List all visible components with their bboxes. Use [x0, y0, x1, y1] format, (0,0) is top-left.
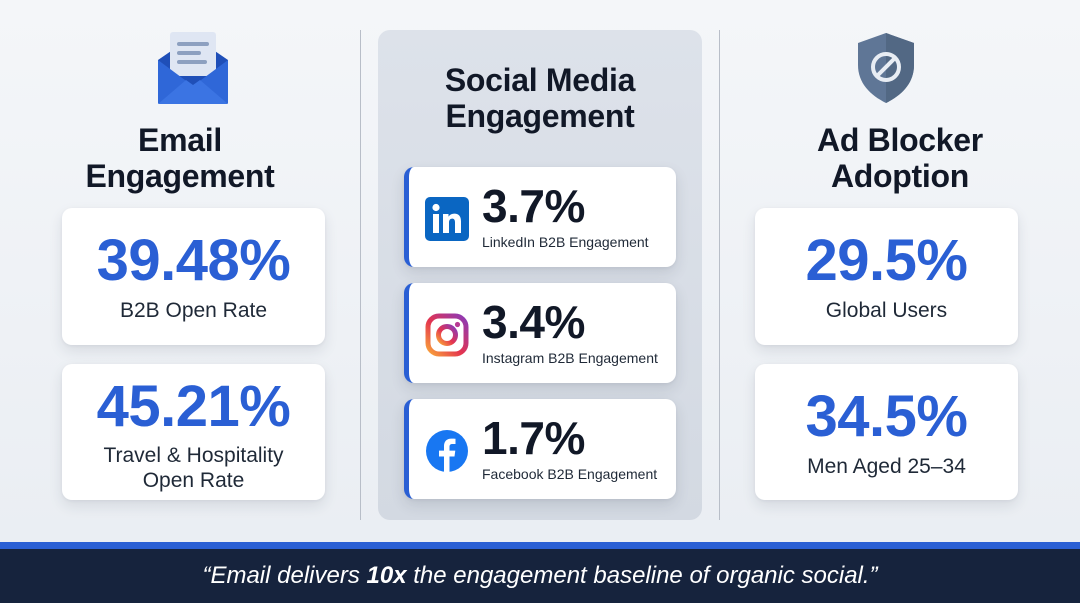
- social-section-title: Social Media Engagement: [378, 62, 702, 134]
- stat-value: 29.5%: [805, 228, 968, 293]
- social-media-section: Social Media Engagement 3.7% LinkedIn B2…: [378, 0, 702, 540]
- quote-text-end: the engagement baseline of organic socia…: [406, 562, 878, 589]
- social-value: 3.7%: [482, 180, 585, 232]
- social-title-line1: Social Media: [444, 62, 636, 98]
- linkedin-icon: [425, 197, 469, 241]
- quote-text-start: “Email delivers: [202, 562, 367, 589]
- social-label: Facebook B2B Engagement: [482, 466, 658, 482]
- social-value: 1.7%: [482, 412, 585, 464]
- social-label: LinkedIn B2B Engagement: [482, 234, 649, 250]
- email-title-line2: Engagement: [85, 158, 275, 194]
- stat-label: Global Users: [825, 299, 948, 322]
- quote-emphasis: 10x: [366, 562, 407, 589]
- social-title-line2: Engagement: [445, 98, 635, 134]
- adblock-global-users-card: 29.5% Global Users: [755, 208, 1018, 345]
- stat-label-line1: Travel & Hospitality: [103, 444, 284, 467]
- instagram-icon: [425, 313, 469, 357]
- social-label: Instagram B2B Engagement: [482, 350, 658, 366]
- adblock-men-25-34-card: 34.5% Men Aged 25–34: [755, 364, 1018, 500]
- email-travel-open-rate-card: 45.21% Travel & Hospitality Open Rate: [62, 364, 325, 500]
- stat-value: 34.5%: [805, 384, 968, 449]
- column-divider: [360, 30, 361, 520]
- facebook-icon: [425, 429, 469, 473]
- facebook-engagement-card: 1.7% Facebook B2B Engagement: [404, 399, 676, 499]
- linkedin-engagement-card: 3.7% LinkedIn B2B Engagement: [404, 167, 676, 267]
- social-value: 3.4%: [482, 296, 585, 348]
- stat-label: B2B Open Rate: [119, 299, 268, 322]
- email-b2b-open-rate-card: 39.48% B2B Open Rate: [62, 208, 325, 345]
- shield-block-icon: [854, 31, 918, 105]
- envelope-icon: [156, 30, 230, 106]
- instagram-engagement-card: 3.4% Instagram B2B Engagement: [404, 283, 676, 383]
- ad-blocker-section: Ad Blocker Adoption 29.5% Global Users 3…: [720, 0, 1080, 540]
- footer-accent-bar: [0, 542, 1080, 549]
- column-divider: [719, 30, 720, 520]
- adblock-title-line2: Adoption: [831, 158, 969, 194]
- email-engagement-section: Email Engagement 39.48% B2B Open Rate 45…: [0, 0, 360, 540]
- adblock-title-line1: Ad Blocker: [817, 122, 983, 158]
- stat-value: 45.21%: [96, 374, 291, 439]
- stat-label-line2: Open Rate: [142, 469, 245, 492]
- email-section-title: Email Engagement: [0, 122, 360, 194]
- stat-label: Men Aged 25–34: [807, 455, 966, 478]
- adblock-section-title: Ad Blocker Adoption: [720, 122, 1080, 194]
- stat-value: 39.48%: [96, 228, 291, 293]
- footer-quote: “Email delivers 10x the engagement basel…: [0, 549, 1080, 603]
- email-title-line1: Email: [138, 122, 222, 158]
